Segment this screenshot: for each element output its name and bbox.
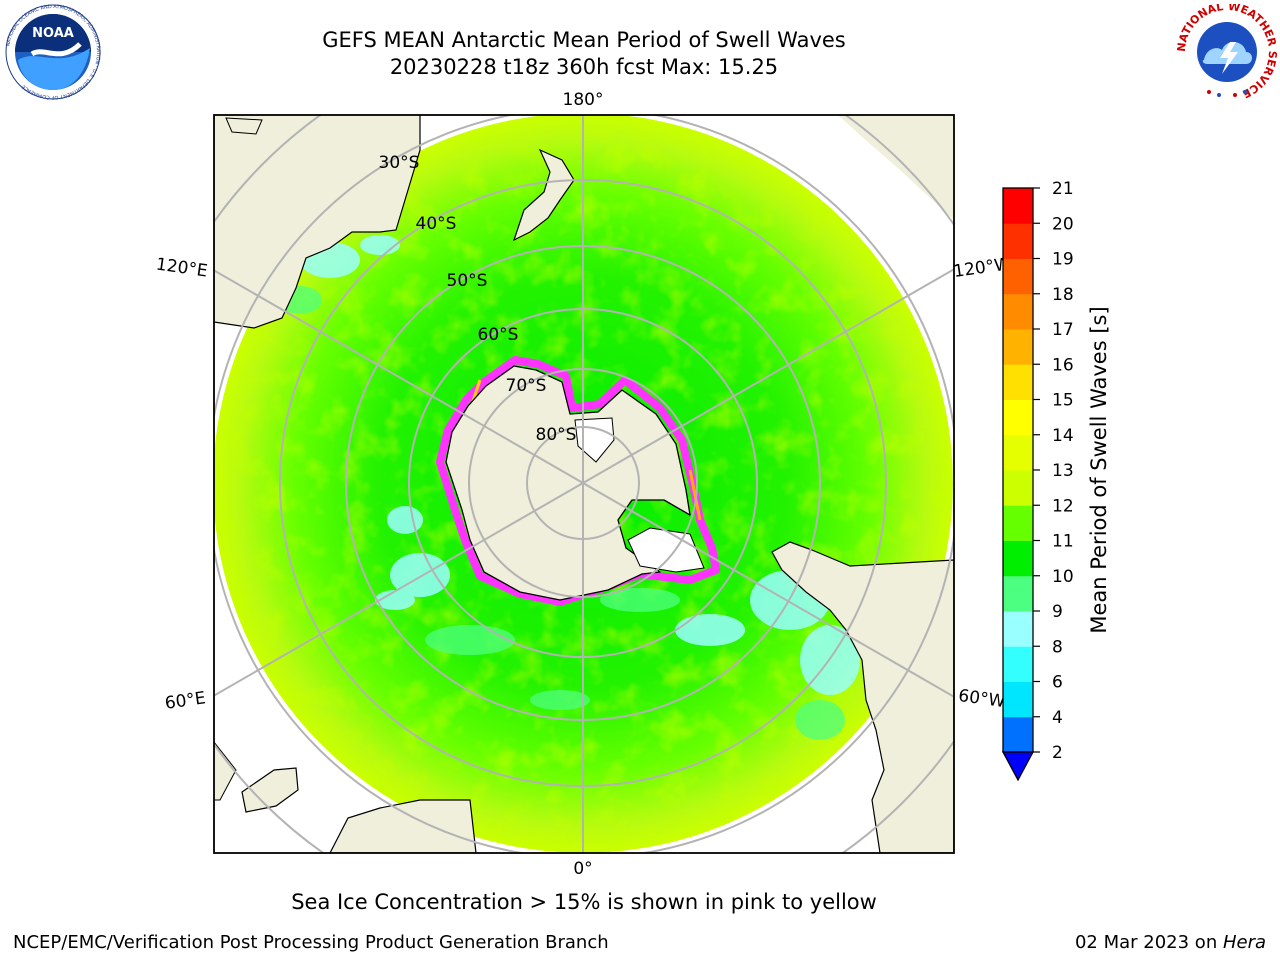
colorbar-tick-label: 15 xyxy=(1052,391,1074,411)
africa xyxy=(329,799,477,853)
colorbar-segment xyxy=(1003,364,1033,400)
map-title: GEFS MEAN Antarctic Mean Period of Swell… xyxy=(322,28,846,52)
sea-ice-high-east xyxy=(688,469,702,521)
colorbar-tick-label: 2 xyxy=(1052,743,1063,763)
colorbar-tick-label: 8 xyxy=(1052,637,1063,657)
nws-logo: NATIONAL WEATHER SERVICE xyxy=(1176,4,1278,100)
weddell-ice-shelf xyxy=(627,527,705,573)
colorbar-segment xyxy=(1003,258,1033,295)
colorbar-segment xyxy=(1003,293,1033,330)
colorbar-segment xyxy=(1003,329,1033,365)
colorbar-segment xyxy=(1003,188,1033,224)
colorbar-tick-label: 14 xyxy=(1052,426,1074,446)
colorbar-segment xyxy=(1003,540,1033,577)
new-zealand xyxy=(512,148,575,242)
australia xyxy=(214,115,421,329)
colorbar-tick-label: 12 xyxy=(1052,496,1074,516)
latitude-label-60s: 60°S xyxy=(478,325,519,345)
latitude-label-70s: 70°S xyxy=(506,376,547,396)
colorbar-segment xyxy=(1003,223,1033,259)
meridian-label-180: 180° xyxy=(563,90,604,110)
latitude-label-40s: 40°S xyxy=(416,214,457,234)
tasmania xyxy=(225,117,263,135)
colorbar-tick-label: 4 xyxy=(1052,708,1063,728)
colorbar-segment xyxy=(1003,611,1033,647)
colorbar-tick-label: 10 xyxy=(1052,567,1074,587)
colorbar-tick-label: 20 xyxy=(1052,214,1074,234)
footer-host: Hera xyxy=(1222,932,1266,953)
colorbar-tick-label: 6 xyxy=(1052,673,1063,693)
sea-ice-edge xyxy=(436,356,720,606)
colorbar-segment xyxy=(1003,399,1033,436)
latitude-label-80s: 80°S xyxy=(536,425,577,445)
south-america-north xyxy=(838,115,954,220)
meridian-label-60w: 60°W xyxy=(957,686,1006,712)
colorbar-segment xyxy=(1003,681,1033,718)
map-subtitle: 20230228 t18z 360h fcst Max: 15.25 xyxy=(389,55,779,79)
colorbar-ticks: 2 4 6 8 9 10 11 12 13 14 15 16 17 18 19 20 21 xyxy=(1033,179,1074,763)
colorbar-tick-label: 17 xyxy=(1052,320,1074,340)
footer-credit: NCEP/EMC/Verification Post Processing Pr… xyxy=(13,932,609,953)
colorbar-label: Mean Period of Swell Waves [s] xyxy=(1087,306,1111,633)
colorbar-segment xyxy=(1003,505,1033,541)
colorbar-segment xyxy=(1003,575,1033,612)
map-frame xyxy=(213,114,955,854)
ross-ice-shelf xyxy=(574,417,615,463)
footer-date: 02 Mar 2023 on Hera xyxy=(1075,932,1266,953)
footer-date-text: 02 Mar 2023 on xyxy=(1074,932,1223,953)
madagascar xyxy=(241,767,299,813)
colorbar-segments xyxy=(1003,188,1033,753)
colorbar-segment xyxy=(1003,646,1033,682)
meridian-label-0: 0° xyxy=(573,859,592,879)
colorbar-tick-label: 19 xyxy=(1052,250,1074,270)
colorbar-segment xyxy=(1003,470,1033,506)
antarctica xyxy=(445,365,691,601)
colorbar-segment xyxy=(1003,716,1033,753)
colorbar-tick-label: 9 xyxy=(1052,602,1063,622)
noaa-text: NOAA xyxy=(32,26,74,41)
colorbar-tick-label: 11 xyxy=(1052,532,1074,552)
noaa-logo: NOAA NATIONAL OCEANIC AND ATMOSPHERIC AD… xyxy=(5,4,101,100)
graticule xyxy=(214,115,954,853)
meridian-label-120e: 120°E xyxy=(155,255,209,282)
colorbar-segment xyxy=(1003,434,1033,471)
colorbar-tick-label: 13 xyxy=(1052,461,1074,481)
colorbar: 2 4 6 8 9 10 11 12 13 14 15 16 17 18 19 20 21 Mean Perio… xyxy=(1001,179,1111,782)
sea-ice-note: Sea Ice Concentration > 15% is shown in … xyxy=(291,890,877,914)
latitude-label-50s: 50°S xyxy=(447,271,488,291)
latitude-label-30s: 30°S xyxy=(379,153,420,173)
colorbar-tick-label: 21 xyxy=(1052,179,1074,199)
colorbar-tick-label: 18 xyxy=(1052,285,1074,305)
meridian-label-60e: 60°E xyxy=(164,688,207,713)
africa-southeast xyxy=(214,741,237,801)
colorbar-tick-label: 16 xyxy=(1052,355,1074,375)
colorbar-under-arrow xyxy=(1001,751,1035,782)
